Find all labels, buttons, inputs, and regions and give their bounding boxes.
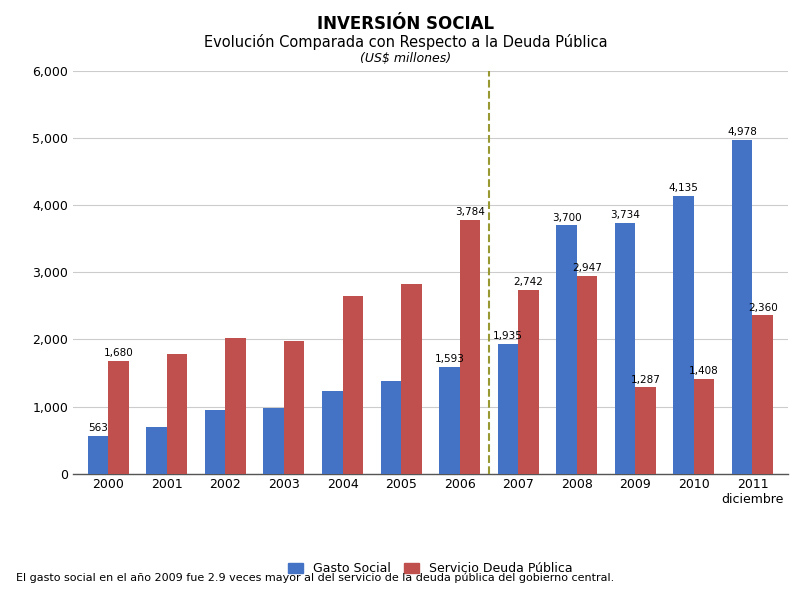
Text: Evolución Comparada con Respecto a la Deuda Pública: Evolución Comparada con Respecto a la De… xyxy=(204,34,607,50)
Bar xyxy=(204,410,225,474)
Bar xyxy=(225,338,246,474)
Text: (US$ millones): (US$ millones) xyxy=(360,52,451,65)
Bar xyxy=(380,381,401,474)
Bar xyxy=(731,140,752,474)
Bar xyxy=(88,436,108,474)
Bar xyxy=(614,223,634,474)
Bar xyxy=(166,353,187,474)
Bar xyxy=(459,220,479,474)
Text: 3,700: 3,700 xyxy=(551,213,581,223)
Text: 3,734: 3,734 xyxy=(609,210,639,220)
Text: El gasto social en el año 2009 fue 2.9 veces mayor al del servicio de la deuda p: El gasto social en el año 2009 fue 2.9 v… xyxy=(16,572,614,583)
Bar xyxy=(146,427,166,474)
Bar xyxy=(556,226,576,474)
Bar xyxy=(693,379,714,474)
Bar xyxy=(322,391,342,474)
Text: 1,408: 1,408 xyxy=(689,366,719,377)
Bar xyxy=(108,361,129,474)
Text: 2,742: 2,742 xyxy=(513,277,543,287)
Text: 1,593: 1,593 xyxy=(434,354,464,364)
Text: 1,287: 1,287 xyxy=(630,375,659,385)
Bar xyxy=(576,276,597,474)
Bar xyxy=(284,341,304,474)
Text: 4,135: 4,135 xyxy=(668,184,697,194)
Bar xyxy=(752,316,772,474)
Bar xyxy=(497,344,517,474)
Text: 563: 563 xyxy=(88,423,108,433)
Bar xyxy=(517,289,538,474)
Bar xyxy=(672,196,693,474)
Bar xyxy=(342,297,363,474)
Text: 1,680: 1,680 xyxy=(104,348,133,358)
Text: 1,935: 1,935 xyxy=(492,331,522,341)
Text: 3,784: 3,784 xyxy=(454,207,484,217)
Text: 2,947: 2,947 xyxy=(572,263,601,273)
Text: INVERSIÓN SOCIAL: INVERSIÓN SOCIAL xyxy=(317,15,494,33)
Text: 4,978: 4,978 xyxy=(727,127,756,137)
Text: 2,360: 2,360 xyxy=(747,303,777,313)
Bar xyxy=(401,284,421,474)
Bar xyxy=(634,387,655,474)
Bar xyxy=(439,366,459,474)
Legend: Gasto Social, Servicio Deuda Pública: Gasto Social, Servicio Deuda Pública xyxy=(283,557,577,580)
Bar xyxy=(263,408,284,474)
